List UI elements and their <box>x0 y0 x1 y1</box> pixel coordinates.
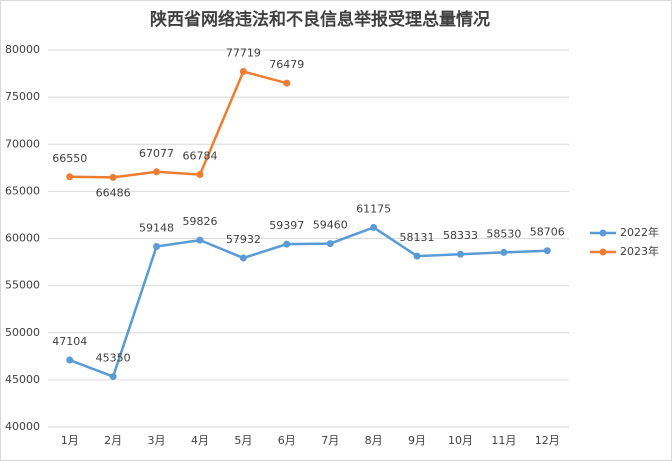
x-tick-label: 6月 <box>278 434 296 447</box>
point <box>196 171 204 179</box>
point <box>500 248 508 256</box>
point <box>109 173 117 181</box>
data-label: 58530 <box>486 227 521 240</box>
legend-marker <box>599 248 607 256</box>
x-tick-label: 9月 <box>408 434 426 447</box>
point <box>153 168 161 176</box>
data-label: 59148 <box>139 222 174 235</box>
data-label: 59826 <box>182 215 217 228</box>
data-label: 57932 <box>226 233 261 246</box>
point <box>66 173 74 181</box>
x-tick-label: 12月 <box>535 434 560 447</box>
data-label: 76479 <box>269 58 304 71</box>
data-label: 58131 <box>400 231 435 244</box>
data-label: 59460 <box>313 219 348 232</box>
point <box>239 67 247 75</box>
y-tick-label: 75000 <box>5 90 40 103</box>
point <box>283 79 291 87</box>
point <box>543 247 551 255</box>
data-label: 58706 <box>530 226 565 239</box>
point <box>109 373 117 381</box>
data-label: 66784 <box>182 150 217 163</box>
point <box>153 243 161 251</box>
y-tick-label: 65000 <box>5 184 40 197</box>
point <box>413 252 421 260</box>
chart-title: 陕西省网络违法和不良信息举报受理总量情况 <box>150 9 490 30</box>
data-label: 58333 <box>443 229 478 242</box>
series-line <box>69 70 288 179</box>
x-tick-label: 8月 <box>365 434 383 447</box>
data-label: 67077 <box>139 147 174 160</box>
legend-label: 2023年 <box>620 244 659 258</box>
data-label: 61175 <box>356 202 391 215</box>
data-label: 59397 <box>269 219 304 232</box>
x-tick-label: 10月 <box>448 434 473 447</box>
legend-label: 2022年 <box>620 225 659 239</box>
legend-marker <box>599 229 607 237</box>
y-tick-label: 50000 <box>5 326 40 339</box>
point <box>66 356 74 364</box>
y-tick-label: 60000 <box>5 232 40 245</box>
series-line <box>69 226 548 379</box>
data-label: 66486 <box>96 186 131 199</box>
x-tick-label: 11月 <box>491 434 516 447</box>
point <box>456 250 464 258</box>
x-tick-label: 2月 <box>104 434 122 447</box>
y-tick-label: 80000 <box>5 43 40 56</box>
point <box>196 236 204 244</box>
x-tick-label: 1月 <box>61 434 79 447</box>
point <box>370 223 378 231</box>
x-tick-label: 3月 <box>148 434 166 447</box>
x-tick-label: 5月 <box>234 434 252 447</box>
y-tick-label: 70000 <box>5 137 40 150</box>
point <box>326 240 334 248</box>
x-tick-label: 7月 <box>321 434 339 447</box>
y-tick-label: 45000 <box>5 373 40 386</box>
y-tick-label: 40000 <box>5 420 40 433</box>
data-label: 45350 <box>96 352 131 365</box>
x-tick-label: 4月 <box>191 434 209 447</box>
point <box>239 254 247 262</box>
y-tick-label: 55000 <box>5 279 40 292</box>
data-label: 47104 <box>52 335 87 348</box>
data-label: 77719 <box>226 46 261 59</box>
point <box>283 240 291 248</box>
data-label: 66550 <box>52 152 87 165</box>
